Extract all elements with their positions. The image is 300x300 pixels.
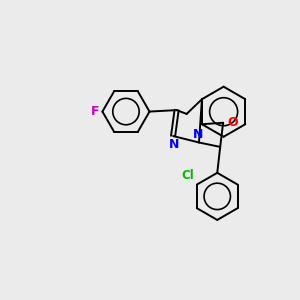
Text: O: O — [227, 116, 238, 129]
Text: N: N — [193, 128, 204, 141]
Text: F: F — [91, 105, 100, 118]
Text: Cl: Cl — [181, 169, 194, 182]
Text: N: N — [169, 138, 179, 152]
